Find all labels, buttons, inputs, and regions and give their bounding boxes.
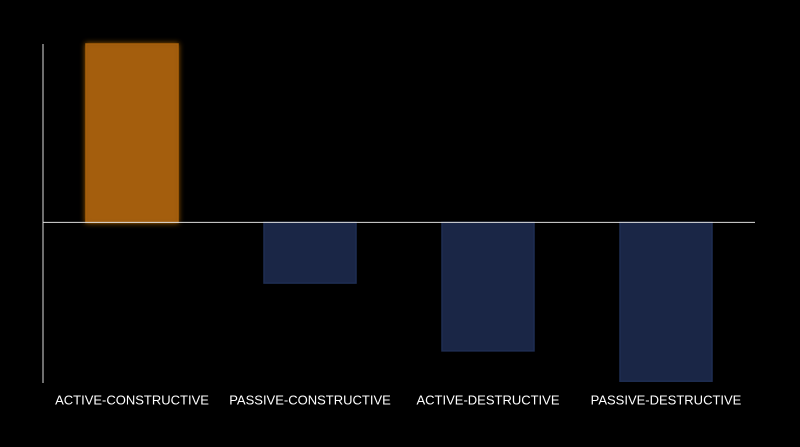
x-tick-label: ACTIVE-DESTRUCTIVE (416, 392, 559, 407)
bar (263, 221, 357, 284)
x-tick-label: ACTIVE-CONSTRUCTIVE (55, 392, 209, 407)
bar (85, 43, 179, 224)
bar (441, 221, 535, 352)
x-tick-label: PASSIVE-CONSTRUCTIVE (229, 392, 391, 407)
bar (619, 221, 713, 382)
x-tick-label: PASSIVE-DESTRUCTIVE (591, 392, 742, 407)
